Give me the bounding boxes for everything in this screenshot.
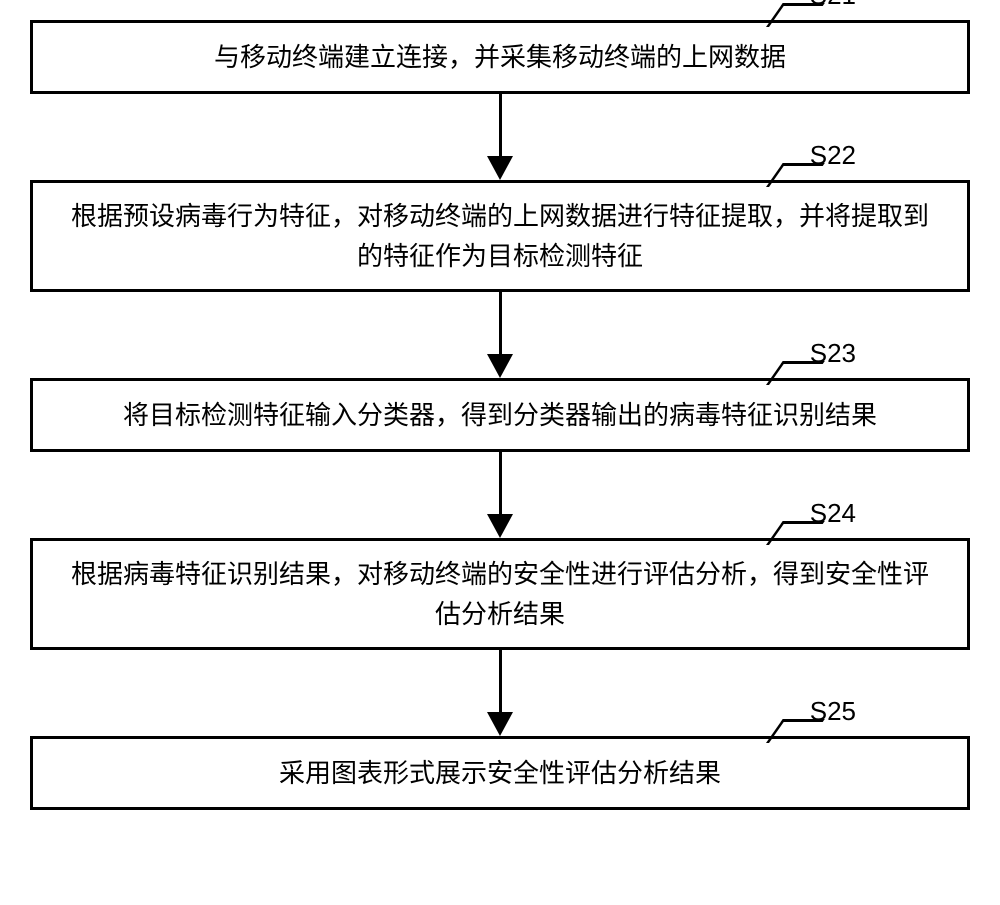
step-label-connector: S21 — [766, 0, 850, 27]
step-s24: S24 根据病毒特征识别结果，对移动终端的安全性进行评估分析，得到安全性评估分析… — [30, 538, 970, 650]
step-box: 与移动终端建立连接，并采集移动终端的上网数据 — [30, 20, 970, 94]
step-text: 将目标检测特征输入分类器，得到分类器输出的病毒特征识别结果 — [123, 395, 877, 435]
step-label: S23 — [810, 338, 856, 369]
step-s21: S21 与移动终端建立连接，并采集移动终端的上网数据 — [30, 20, 970, 94]
step-label: S21 — [810, 0, 856, 11]
arrow-head-icon — [487, 712, 513, 736]
step-box: 将目标检测特征输入分类器，得到分类器输出的病毒特征识别结果 — [30, 378, 970, 452]
step-label: S24 — [810, 498, 856, 529]
step-text: 与移动终端建立连接，并采集移动终端的上网数据 — [214, 37, 786, 77]
step-label: S25 — [810, 696, 856, 727]
step-label-connector: S25 — [766, 712, 850, 743]
step-box: 根据病毒特征识别结果，对移动终端的安全性进行评估分析，得到安全性评估分析结果 — [30, 538, 970, 650]
arrow-head-icon — [487, 514, 513, 538]
step-s22: S22 根据预设病毒行为特征，对移动终端的上网数据进行特征提取，并将提取到的特征… — [30, 180, 970, 292]
step-s23: S23 将目标检测特征输入分类器，得到分类器输出的病毒特征识别结果 — [30, 378, 970, 452]
flowchart-container: S21 与移动终端建立连接，并采集移动终端的上网数据 S22 根据预设病毒行为特… — [30, 20, 970, 810]
step-label-connector: S23 — [766, 354, 850, 385]
step-text: 根据病毒特征识别结果，对移动终端的安全性进行评估分析，得到安全性评估分析结果 — [61, 554, 939, 635]
step-label: S22 — [810, 140, 856, 171]
step-label-connector: S24 — [766, 514, 850, 545]
arrow-head-icon — [487, 156, 513, 180]
step-s25: S25 采用图表形式展示安全性评估分析结果 — [30, 736, 970, 810]
step-box: 采用图表形式展示安全性评估分析结果 — [30, 736, 970, 810]
arrow-line — [499, 94, 502, 156]
arrow-head-icon — [487, 354, 513, 378]
arrow-line — [499, 292, 502, 354]
step-text: 采用图表形式展示安全性评估分析结果 — [279, 753, 721, 793]
step-text: 根据预设病毒行为特征，对移动终端的上网数据进行特征提取，并将提取到的特征作为目标… — [61, 196, 939, 277]
arrow-line — [499, 650, 502, 712]
arrow-line — [499, 452, 502, 514]
step-box: 根据预设病毒行为特征，对移动终端的上网数据进行特征提取，并将提取到的特征作为目标… — [30, 180, 970, 292]
step-label-connector: S22 — [766, 156, 850, 187]
